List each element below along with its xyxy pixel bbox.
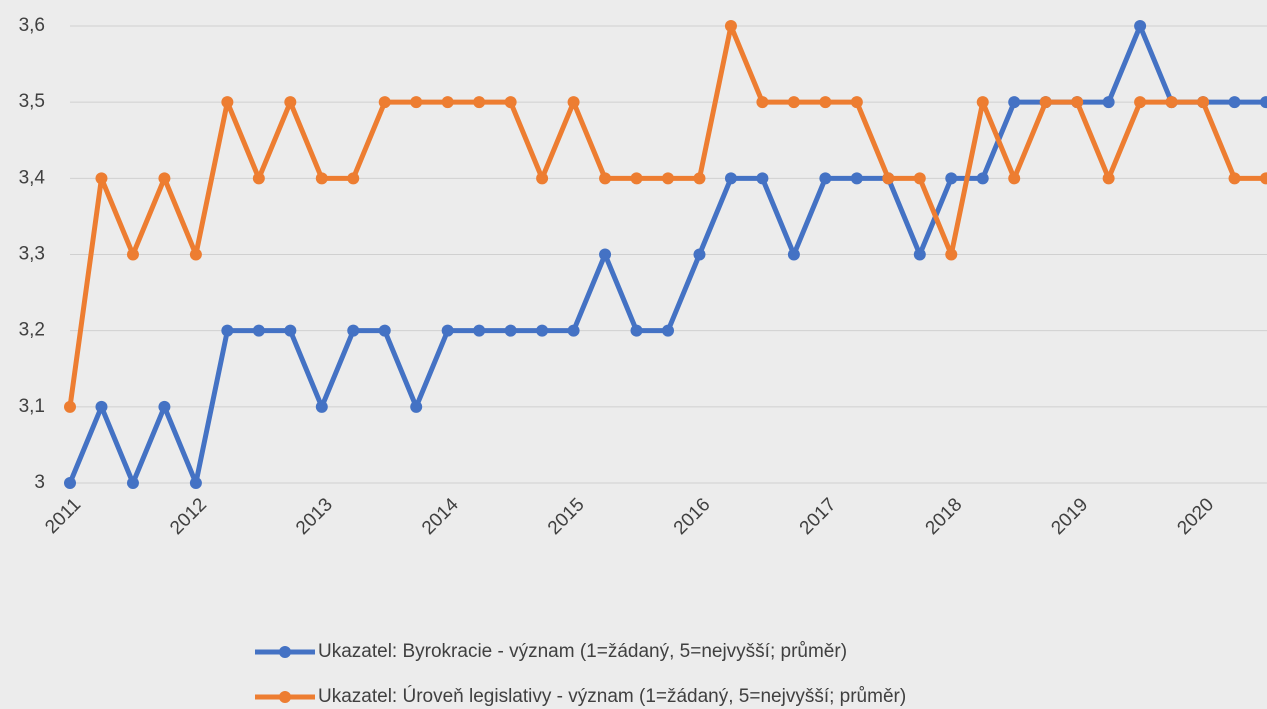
data-point [756, 96, 769, 109]
data-point [410, 400, 423, 413]
data-point [567, 324, 580, 337]
data-point [693, 172, 706, 185]
series-line [67, 23, 1266, 408]
data-point [756, 172, 769, 185]
data-point [347, 172, 360, 185]
data-point [787, 248, 800, 261]
data-point [315, 172, 328, 185]
data-point [158, 400, 171, 413]
data-point [1102, 96, 1115, 109]
data-point [882, 172, 895, 185]
data-point [599, 172, 612, 185]
data-point [1008, 172, 1021, 185]
x-tick-label: 2013 [292, 494, 337, 539]
data-point [850, 172, 863, 185]
legend-label: Ukazatel: Byrokracie - význam (1=žádaný,… [318, 641, 847, 662]
data-point [1071, 96, 1084, 109]
data-point [630, 172, 643, 185]
data-point [189, 248, 202, 261]
legend-marker [279, 646, 291, 658]
y-tick-label: 3,5 [19, 91, 45, 112]
data-point [95, 400, 108, 413]
data-point [630, 324, 643, 337]
data-point [126, 248, 139, 261]
data-point [1039, 96, 1052, 109]
data-point [724, 20, 737, 32]
data-point [252, 324, 265, 337]
data-point [1197, 96, 1210, 109]
data-point [1260, 172, 1267, 185]
x-tick-label: 2018 [922, 494, 967, 539]
data-point [662, 324, 674, 337]
data-point [1134, 96, 1147, 109]
data-point [1102, 172, 1115, 185]
legend-label: Ukazatel: Úroveň legislativy - význam (1… [318, 685, 906, 707]
data-point [158, 172, 171, 185]
x-tick-label: 2016 [670, 494, 715, 539]
data-point [976, 172, 989, 185]
y-tick-label: 3,4 [19, 167, 46, 188]
data-point [378, 324, 391, 337]
data-point [284, 324, 297, 337]
x-tick-label: 2015 [544, 494, 589, 539]
y-tick-label: 3 [34, 472, 45, 493]
data-point [347, 324, 360, 337]
data-point [221, 324, 234, 337]
x-tick-label: 2012 [166, 494, 211, 539]
data-point [819, 172, 832, 185]
x-tick-label: 2020 [1173, 494, 1218, 539]
data-point [64, 400, 76, 413]
data-point [1260, 96, 1267, 109]
data-point [473, 324, 486, 337]
data-point [1008, 96, 1021, 109]
data-point [567, 96, 580, 109]
data-point [378, 96, 391, 109]
data-point [284, 96, 297, 109]
data-point [819, 96, 832, 109]
data-point [1228, 96, 1241, 109]
data-point [1134, 20, 1147, 32]
x-tick-label: 2017 [796, 494, 841, 539]
y-tick-label: 3,1 [19, 396, 45, 417]
x-tick-label: 2011 [41, 494, 85, 538]
data-point [315, 400, 328, 413]
data-point [536, 324, 549, 337]
data-point [504, 324, 517, 337]
data-point [441, 96, 454, 109]
y-tick-label: 3,6 [19, 15, 45, 36]
data-point [945, 248, 958, 261]
data-point [473, 96, 486, 109]
data-point [1228, 172, 1241, 185]
y-tick-label: 3,3 [19, 244, 45, 265]
data-point [913, 248, 926, 261]
data-point [850, 96, 863, 109]
legend-marker [279, 691, 291, 703]
data-point [662, 172, 674, 185]
data-point [252, 172, 265, 185]
data-point [693, 248, 706, 261]
data-point [221, 96, 234, 109]
data-point [189, 477, 202, 489]
data-point [724, 172, 737, 185]
data-point [64, 477, 76, 489]
data-point [536, 172, 549, 185]
data-point [599, 248, 612, 261]
data-point [126, 477, 139, 489]
data-point [441, 324, 454, 337]
data-point [95, 172, 108, 185]
data-point [787, 96, 800, 109]
data-point [945, 172, 958, 185]
y-tick-label: 3,2 [19, 320, 45, 341]
x-tick-label: 2014 [418, 494, 463, 539]
data-point [410, 96, 423, 109]
data-point [1165, 96, 1178, 109]
data-point [913, 172, 926, 185]
data-point [976, 96, 989, 109]
data-point [504, 96, 517, 109]
x-tick-label: 2019 [1047, 494, 1092, 539]
